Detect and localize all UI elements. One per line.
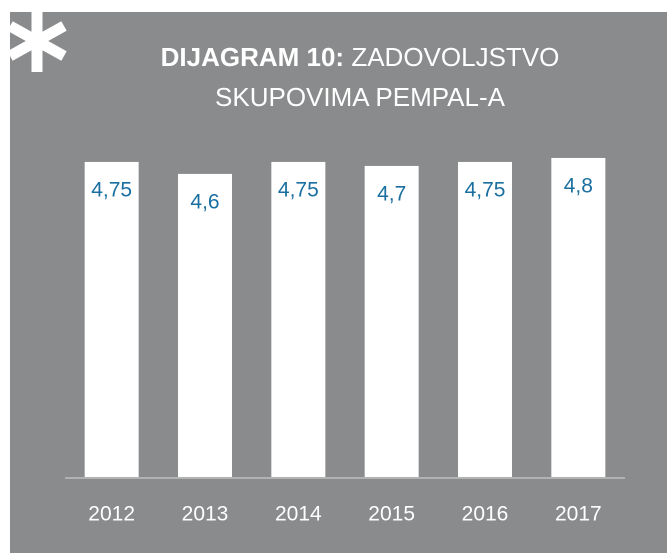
x-tick-label: 2015 [368,503,415,526]
asterisk-icon [7,10,67,72]
bar [551,157,606,477]
x-tick-label: 2016 [462,503,509,526]
x-tick-label: 2013 [182,503,229,526]
value-label: 4,75 [91,178,132,201]
bar [178,173,232,477]
value-label: 4,8 [564,174,593,197]
bar [364,165,419,477]
title-text: ZADOVOLJSTVO SKUPOVIMA PEMPAL-A [215,42,560,112]
value-label: 4,75 [278,178,319,201]
bar [271,161,326,477]
bar [458,161,512,477]
chart-title: DIJAGRAM 10: ZADOVOLJSTVO SKUPOVIMA PEMP… [125,37,595,117]
x-tick-label: 2014 [275,503,322,526]
title-label: DIJAGRAM 10: [160,42,345,72]
value-label: 4,6 [190,190,219,213]
x-tick-label: 2017 [555,503,602,526]
value-label: 4,75 [465,178,506,201]
value-label: 4,7 [377,182,406,205]
x-tick-label: 2012 [88,503,135,526]
bar [84,161,139,477]
